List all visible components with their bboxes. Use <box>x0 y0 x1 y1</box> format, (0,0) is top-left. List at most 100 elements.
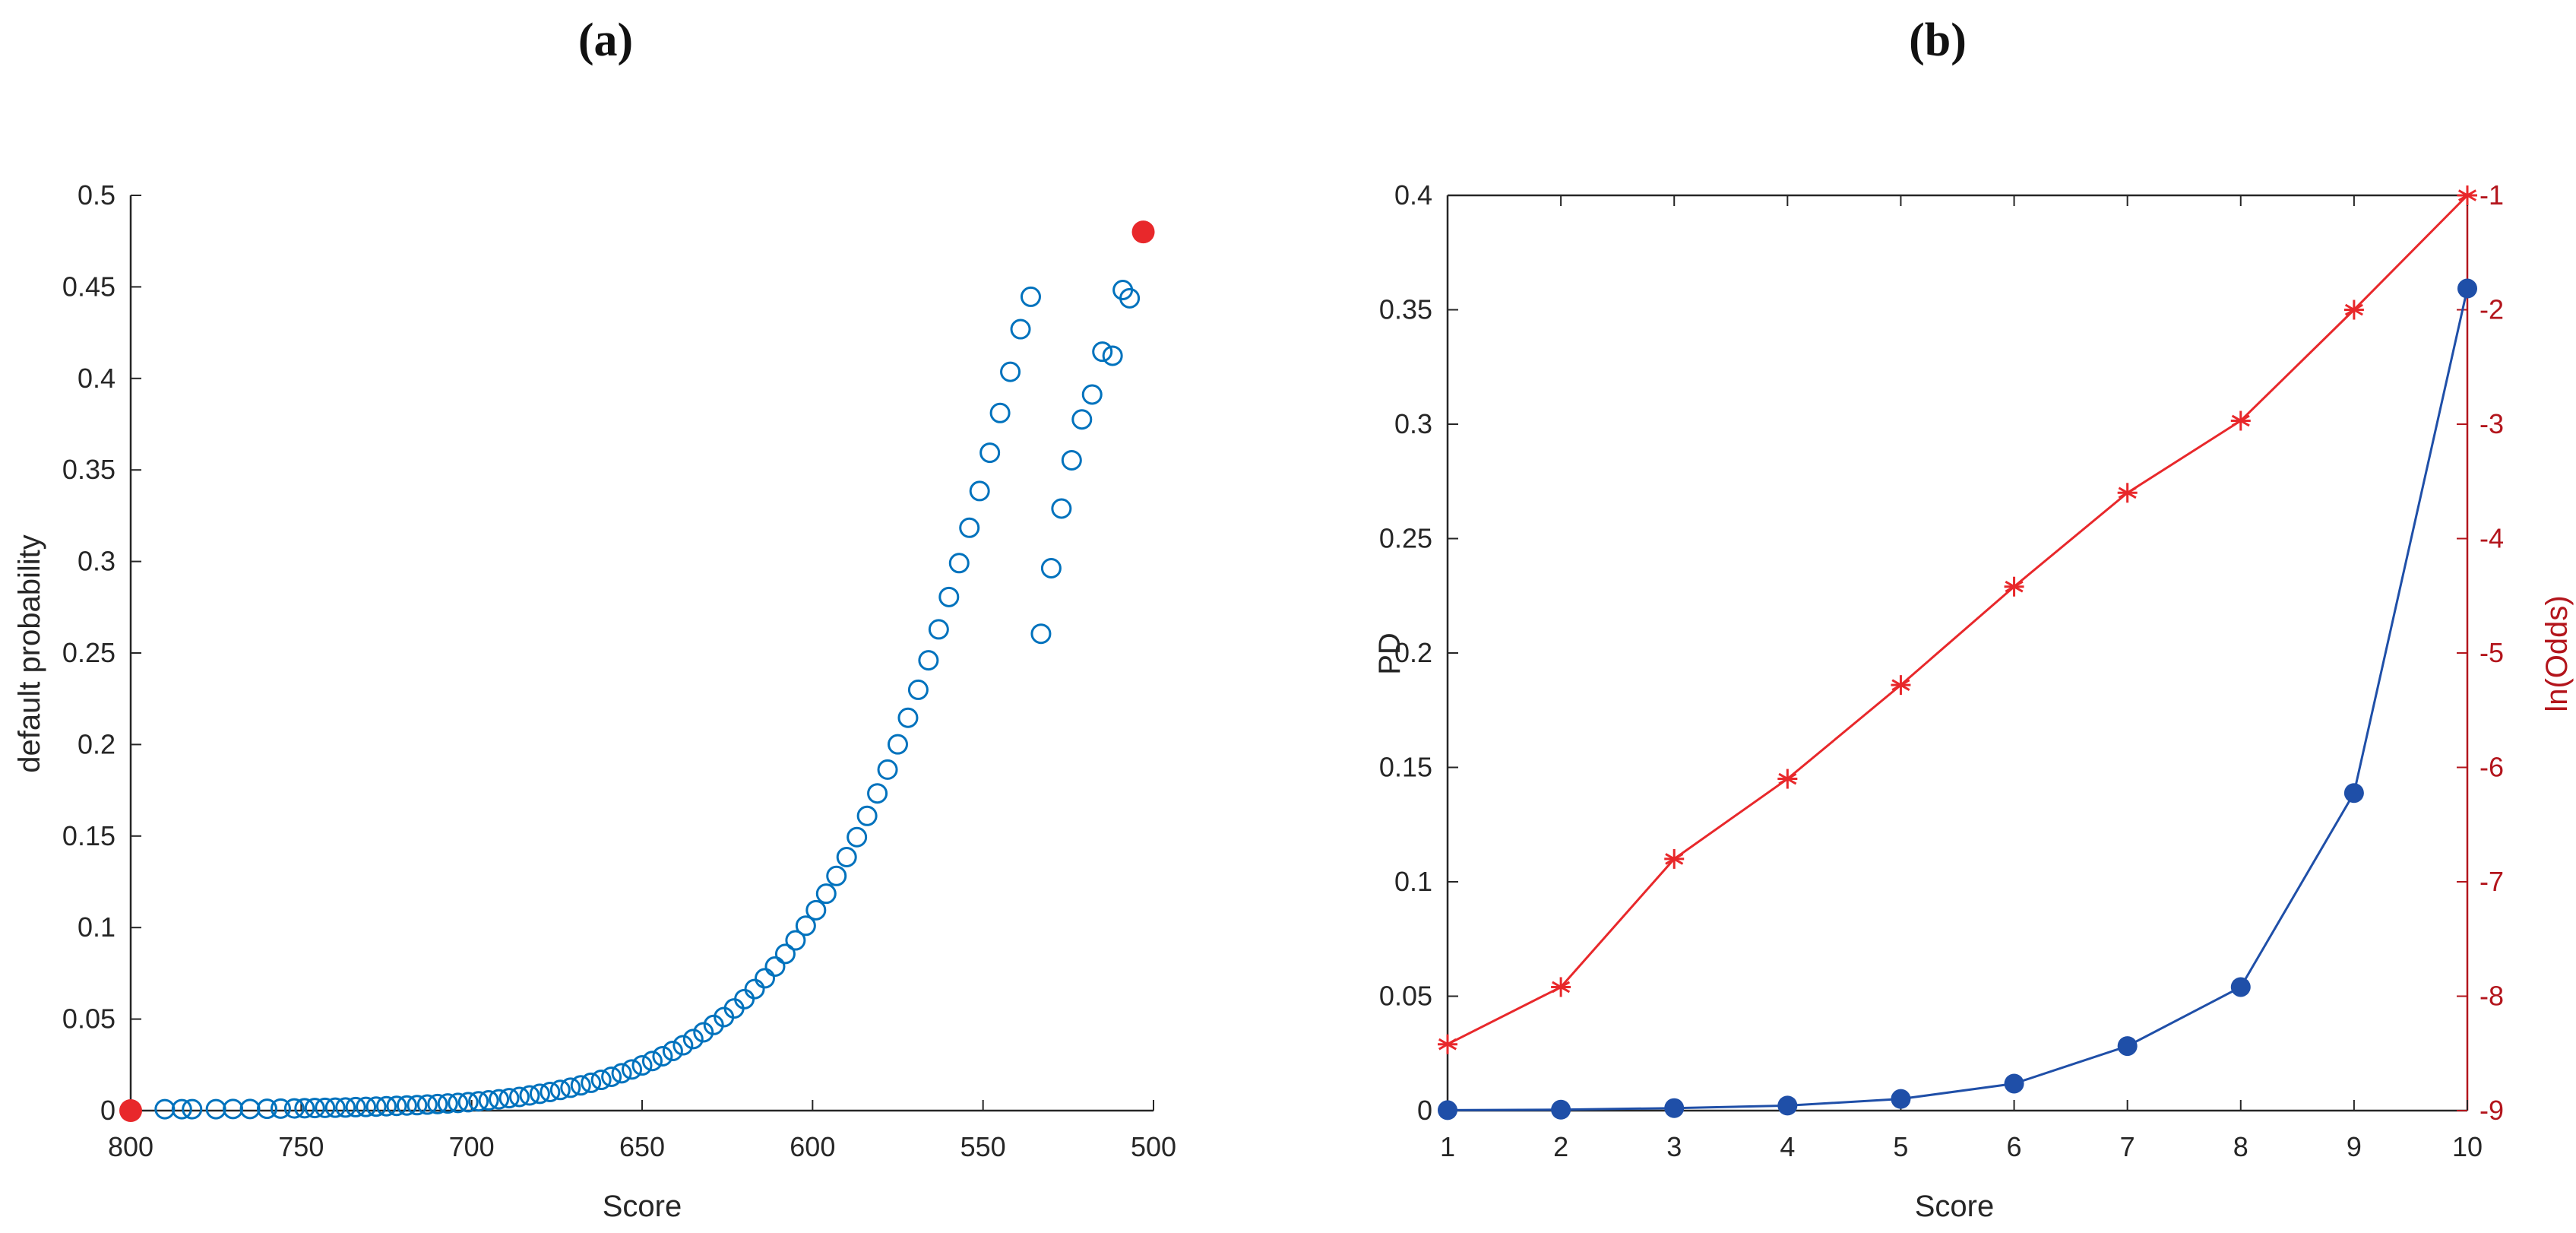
chart-b-x-tick-label: 8 <box>2233 1131 2248 1162</box>
chart-a-point <box>755 968 776 989</box>
chart-b-y2-tick-label: -9 <box>2479 1095 2504 1126</box>
chart-a-y-tick-label: 0.4 <box>78 363 116 394</box>
chart-b-x-tick-label: 5 <box>1893 1131 1908 1162</box>
chart-a-point <box>376 1095 397 1117</box>
chart-a-y-tick-label: 0.3 <box>78 546 116 577</box>
chart-a-point <box>764 956 786 977</box>
chart-a-point <box>1020 286 1041 307</box>
chart-a-point <box>948 553 970 574</box>
chart-b-x-tick-label: 4 <box>1780 1131 1795 1162</box>
chart-a-x-tick-label: 800 <box>108 1131 153 1162</box>
chart-a-point <box>1102 345 1123 366</box>
chart-b-pd-point <box>2004 1073 2024 1094</box>
chart-b-y-tick-label: 0.1 <box>1394 866 1432 897</box>
chart-a-point <box>815 883 837 905</box>
chart-a-point <box>1010 319 1031 340</box>
chart-b-x-tick-label: 10 <box>2452 1131 2483 1162</box>
chart-a-point <box>529 1083 550 1105</box>
chart-a-point <box>283 1098 305 1119</box>
chart-a-point <box>270 1098 291 1119</box>
chart-a-y-tick-label: 0.05 <box>62 1003 116 1035</box>
chart-b-y-tick-label: 0.2 <box>1394 637 1432 668</box>
chart-a-point <box>581 1072 602 1093</box>
chart-b-pd-point <box>1777 1095 1798 1116</box>
chart-a-point <box>498 1088 520 1109</box>
panel-a-title: (a) <box>578 14 634 66</box>
chart-b-x-tick-label: 7 <box>2120 1131 2135 1162</box>
chart-a-point <box>457 1092 479 1113</box>
chart-b-x-tick-label: 1 <box>1440 1131 1455 1162</box>
chart-a-point <box>416 1094 438 1115</box>
chart-a-point <box>1119 287 1141 309</box>
chart-a-point <box>877 759 898 780</box>
chart-a-point <box>407 1095 428 1116</box>
chart-a-point <box>622 1059 643 1080</box>
chart-a-point <box>1081 384 1103 405</box>
chart-a-point <box>154 1098 176 1120</box>
chart-a-point <box>171 1098 192 1120</box>
chart-b-x-tick-label: 6 <box>2007 1131 2022 1162</box>
chart-b-pd-point <box>1664 1098 1685 1118</box>
chart-b-y-tick-label: 0.15 <box>1379 752 1432 783</box>
chart-b-lnodds-point <box>1438 1034 1457 1054</box>
chart-a-x-tick-label: 500 <box>1131 1131 1176 1162</box>
chart-a-point <box>560 1077 581 1098</box>
chart-b-pd-point <box>2117 1036 2138 1057</box>
chart-a-point <box>570 1075 591 1096</box>
chart-b-y2-tick-label: -6 <box>2479 752 2504 783</box>
chart-b-lnodds-point <box>2343 300 2364 320</box>
chart-a-point <box>785 930 806 951</box>
chart-b-y2-tick-label: -1 <box>2479 179 2504 211</box>
chart-b-y-tick-label: 0.25 <box>1379 523 1432 554</box>
chart-b-line: Score PD ln(Odds) 1 2 3 4 5 6 7 8 9 10 0 0.05 0.1 0.1… <box>1373 179 2574 1223</box>
chart-a-point <box>662 1040 683 1061</box>
chart-b-pd-point <box>2457 278 2477 299</box>
chart-a-x-axis-label: Score <box>603 1190 682 1223</box>
chart-b-x-tick-label: 9 <box>2347 1131 2362 1162</box>
chart-b-y2-tick-label: -5 <box>2479 637 2504 668</box>
chart-a-point <box>652 1045 673 1067</box>
chart-a-point <box>356 1096 377 1117</box>
chart-a-point <box>847 826 868 848</box>
chart-a-point <box>468 1091 489 1112</box>
chart-a-point <box>928 619 949 640</box>
chart-a-x-tick-label: 650 <box>619 1131 665 1162</box>
chart-a-y-tick-label: 0.15 <box>62 820 116 851</box>
chart-a-point <box>294 1098 315 1119</box>
chart-a-point <box>427 1093 448 1114</box>
chart-b-lnodds-point <box>2457 185 2477 205</box>
chart-b-y-tick-label: 0.05 <box>1379 981 1432 1012</box>
chart-a-point <box>888 734 908 755</box>
chart-a-y-tick-label: 0.5 <box>78 179 116 211</box>
chart-a-point <box>540 1081 561 1102</box>
chart-b-y2-axis-label: ln(Odds) <box>2540 595 2574 712</box>
chart-a-point <box>938 586 960 607</box>
chart-a-point <box>489 1089 510 1110</box>
chart-a-point <box>631 1055 653 1076</box>
chart-a-point <box>774 943 796 965</box>
chart-a-y-tick-label: 0.2 <box>78 728 116 759</box>
chart-b-y-tick-label: 0 <box>1417 1095 1432 1126</box>
chart-a-point <box>918 650 939 671</box>
chart-a-y-tick-label: 0.1 <box>78 911 116 943</box>
chart-a-point <box>1000 361 1021 382</box>
chart-b-lnodds-series-line <box>1447 194 2469 1046</box>
chart-a-point <box>805 899 827 921</box>
chart-a-point <box>239 1098 261 1120</box>
chart-a-point <box>508 1086 530 1108</box>
chart-a-point <box>959 517 980 538</box>
chart-a-point <box>703 1014 724 1035</box>
chart-b-lnodds-point <box>2004 576 2024 597</box>
chart-a-point <box>223 1098 244 1120</box>
chart-b-lnodds-point <box>1551 977 1571 997</box>
chart-a-point <box>969 480 990 502</box>
chart-a-scatter: Score default probability 800 750 700 650 60… <box>13 179 1176 1223</box>
chart-a-highlight-point <box>119 1099 142 1122</box>
chart-b-lnodds-point <box>1777 769 1798 789</box>
chart-a-point <box>448 1092 469 1114</box>
chart-b-y2-tick-label: -3 <box>2479 408 2504 439</box>
chart-a-point <box>256 1098 277 1120</box>
chart-a-point <box>1030 623 1052 645</box>
chart-a-point <box>836 846 857 867</box>
chart-b-y-tick-label: 0.4 <box>1394 179 1432 211</box>
